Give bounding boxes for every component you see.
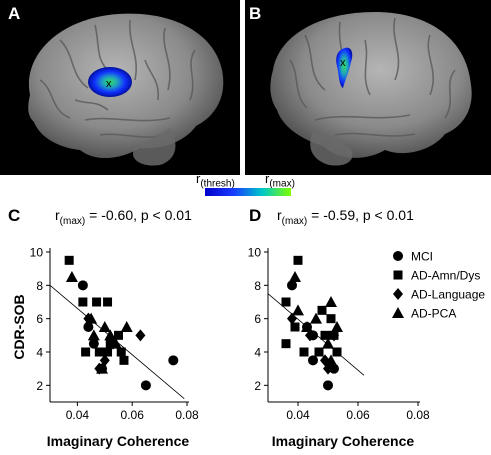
plot-d-point-ad-amn-dys xyxy=(281,297,291,307)
plot-d-point-mci xyxy=(287,280,297,291)
plot-d-point-ad-amn-dys xyxy=(290,322,300,332)
plot-c-point-ad-amn-dys xyxy=(92,297,102,307)
plot-d-point-ad-language xyxy=(305,329,315,342)
plot-c-point-mci xyxy=(140,380,151,391)
plot-c-point-ad-amn-dys xyxy=(116,347,126,357)
legend-marker-ad-language xyxy=(393,288,403,300)
panel-letter-d: D xyxy=(249,206,262,225)
plot-d-point-ad-amn-dys xyxy=(332,347,342,357)
panel-letter-a: A xyxy=(8,4,21,23)
plot-d-point-mci xyxy=(308,355,318,366)
plot-d-point-ad-pca xyxy=(325,354,337,366)
plot-d-point-mci xyxy=(329,363,339,374)
plot-c-y-tick-label: 10 xyxy=(30,246,44,260)
plot-d-y-tick-label: 10 xyxy=(248,246,262,260)
plot-c-point-ad-pca xyxy=(87,329,100,341)
plot-c-point-ad-pca xyxy=(85,312,98,324)
plot-c-y-tick-label: 2 xyxy=(36,379,43,393)
plot-d-title: r(max) = -0.59, p < 0.01 xyxy=(277,207,414,227)
plot-d-point-ad-pca xyxy=(301,321,313,332)
plot-d-x-tick-label: 0.08 xyxy=(406,408,430,422)
plot-c-point-mci xyxy=(168,355,179,366)
panel-letter-b: B xyxy=(249,4,262,23)
plot-d-point-ad-amn-dys xyxy=(293,255,303,265)
plot-c-point-ad-amn-dys xyxy=(103,347,113,357)
brain-marker-right: x xyxy=(340,57,346,69)
plot-c-point-ad-amn-dys xyxy=(94,347,104,357)
plot-d-point-mci xyxy=(323,380,333,391)
legend-marker-ad-pca xyxy=(392,307,404,318)
plot-d-x-tick-label: 0.04 xyxy=(286,408,310,422)
plot-d-point-ad-pca xyxy=(331,321,343,332)
plot-d-point-ad-language xyxy=(323,362,333,375)
plot-d-point-ad-language xyxy=(329,329,339,342)
plot-c-point-mci xyxy=(88,338,99,349)
plot-d-y-tick-label: 2 xyxy=(254,379,261,393)
colorbar-high-label: r(max) xyxy=(265,171,295,190)
plot-d-point-ad-amn-dys xyxy=(320,330,330,340)
plot-d-point-ad-language xyxy=(287,312,297,325)
plot-c-point-ad-pca xyxy=(98,321,111,332)
colorbar xyxy=(205,188,291,196)
plot-d-x-axis-label: Imaginary Coherence xyxy=(272,433,415,449)
plot-c-point-ad-pca xyxy=(96,362,109,374)
plot-d-point-ad-pca xyxy=(310,312,322,324)
plot-c-x-tick-label: 0.08 xyxy=(175,408,199,422)
legend-label-ad-amn-dys: AD-Amn/Dys xyxy=(411,269,480,283)
plot-d-point-ad-pca xyxy=(289,271,301,282)
plot-c-point-ad-pca xyxy=(65,271,78,282)
panel-letter-c: C xyxy=(8,206,21,225)
plot-d-point-ad-amn-dys xyxy=(314,347,324,357)
legend-marker-mci xyxy=(393,251,403,261)
brain-image-right: x xyxy=(245,0,491,175)
plot-c-point-ad-amn-dys xyxy=(119,355,129,365)
plot-d-point-ad-amn-dys xyxy=(317,305,327,315)
legend-marker-ad-amn-dys xyxy=(393,270,403,280)
plot-c-point-mci xyxy=(83,322,94,332)
legend-label-ad-pca: AD-PCA xyxy=(411,307,456,321)
plot-d-y-tick-label: 6 xyxy=(254,312,261,326)
legend-label-mci: MCI xyxy=(411,250,433,264)
plot-c-y-axis-label: CDR-SOB xyxy=(11,294,27,359)
plot-c-point-mci xyxy=(77,280,88,291)
plot-d-point-ad-pca xyxy=(322,337,334,349)
plot-c-x-tick-label: 0.04 xyxy=(66,408,90,422)
brain-marker-left: x xyxy=(106,78,112,90)
plot-d-point-ad-pca xyxy=(325,296,337,307)
colorbar-low-label: r(thresh) xyxy=(196,171,235,190)
brain-image-left: x xyxy=(0,0,240,175)
plot-c-y-tick-label: 4 xyxy=(36,346,43,360)
plot-c-y-tick-label: 8 xyxy=(36,279,43,293)
plot-c-point-ad-amn-dys xyxy=(114,330,123,340)
plot-d-x-tick-label: 0.06 xyxy=(346,408,370,422)
plot-c-point-ad-amn-dys xyxy=(64,255,74,265)
plot-d-point-ad-pca xyxy=(292,304,304,316)
plot-c-point-ad-amn-dys xyxy=(103,297,113,307)
plot-c-x-axis-label: Imaginary Coherence xyxy=(47,433,190,449)
plot-c-point-ad-pca xyxy=(120,321,133,332)
plot-d-y-tick-label: 8 xyxy=(254,279,261,293)
plot-c-y-tick-label: 6 xyxy=(36,312,43,326)
plot-d-point-ad-amn-dys xyxy=(299,347,309,357)
plot-c-title: r(max) = -0.60, p < 0.01 xyxy=(55,207,192,227)
plot-d-point-ad-amn-dys xyxy=(326,314,336,324)
plot-d-y-tick-label: 4 xyxy=(254,346,261,360)
plot-c-point-ad-language xyxy=(135,329,146,342)
legend-label-ad-language: AD-Language xyxy=(411,288,485,302)
plot-c-x-tick-label: 0.06 xyxy=(121,408,145,422)
plot-d-point-ad-amn-dys xyxy=(281,339,291,349)
plot-c-point-ad-pca xyxy=(109,337,122,349)
plot-c-point-ad-pca xyxy=(104,329,117,341)
plot-c-point-ad-amn-dys xyxy=(81,347,91,357)
plot-c-point-ad-amn-dys xyxy=(78,297,88,307)
